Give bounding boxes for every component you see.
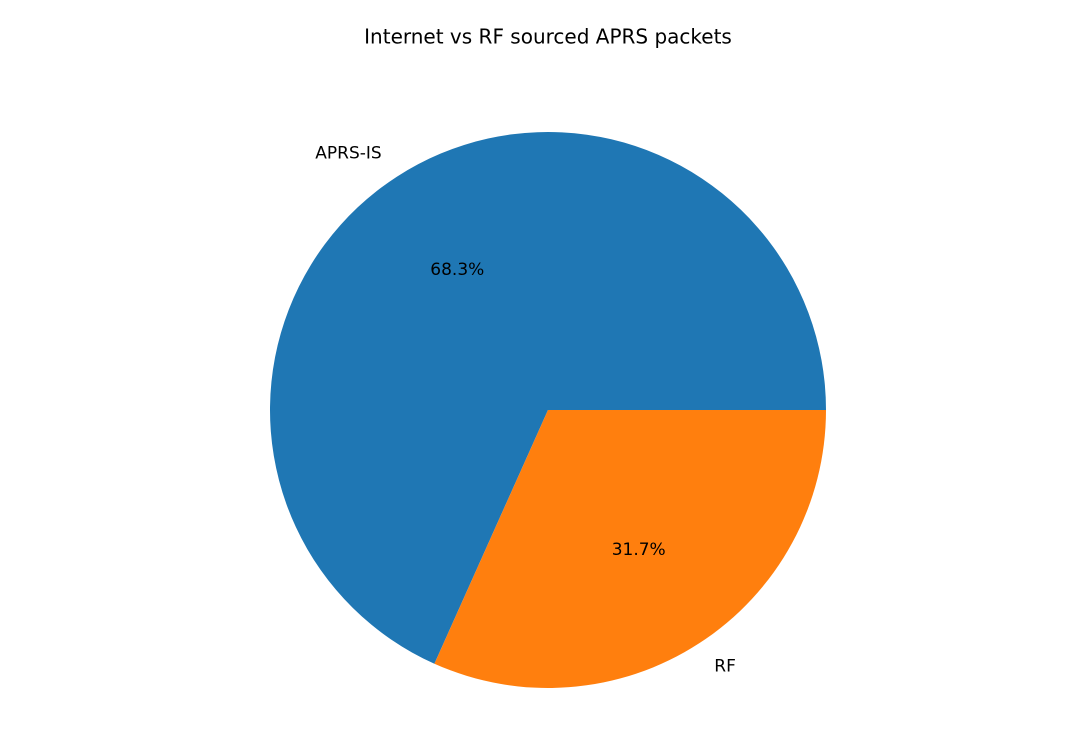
value-label: 31.7%	[612, 540, 666, 560]
value-label: 68.3%	[430, 260, 484, 280]
pie-wedge	[434, 410, 826, 688]
pie-wedge	[270, 132, 826, 664]
wedge-label: RF	[714, 657, 736, 677]
wedge-label: APRS-IS	[315, 143, 381, 163]
chart-title: Internet vs RF sourced APRS packets	[364, 25, 732, 49]
